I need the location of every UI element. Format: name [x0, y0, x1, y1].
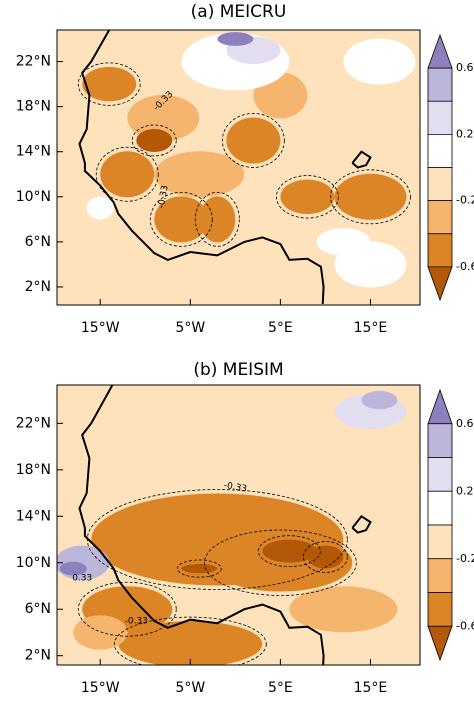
shade-patch — [217, 32, 254, 46]
coastline — [78, 30, 325, 304]
shade-patch — [82, 66, 137, 102]
contour — [95, 146, 159, 202]
shade-patch — [154, 151, 245, 198]
map-frame — [56, 384, 421, 666]
shade-patch — [100, 400, 371, 493]
contour-label: -0.33 — [157, 185, 171, 210]
colorbar-cell — [427, 133, 453, 168]
lake-chad — [351, 150, 372, 169]
colorbar-cell — [427, 200, 453, 235]
shade-patch — [226, 117, 281, 164]
contour — [303, 541, 348, 573]
shade-patch — [352, 481, 407, 551]
lat-label: 18°N — [16, 462, 51, 478]
contour — [194, 191, 240, 247]
colorbar-label: -0.2 — [456, 552, 474, 565]
colorbar-cell — [427, 167, 453, 202]
colorbar-cell — [427, 625, 453, 662]
lon-label: 5°E — [268, 680, 293, 696]
shade-patch — [334, 173, 407, 220]
panel-title: (a) MEICRU — [191, 2, 287, 22]
shade-patch — [262, 539, 317, 563]
lon-label: 15°E — [354, 320, 388, 336]
shade-patch — [289, 586, 398, 633]
contour — [131, 124, 177, 157]
contour — [149, 191, 213, 247]
colorbar-cell — [427, 592, 453, 627]
lon-label: 5°W — [175, 320, 205, 336]
map — [57, 385, 420, 665]
colorbar-cell — [427, 100, 453, 135]
map-frame — [56, 29, 421, 306]
contour — [176, 559, 222, 578]
lat-label: 2°N — [25, 279, 51, 295]
shade-patch — [343, 38, 416, 85]
lat-label: 22°N — [16, 415, 51, 431]
lon-label: 5°E — [268, 320, 293, 336]
shade-patch — [307, 545, 344, 569]
shade-patch — [100, 151, 155, 198]
lake-chad — [351, 514, 372, 534]
shade-patch — [73, 615, 128, 650]
shade-patch — [361, 390, 398, 410]
colorbar-label: -0.6 — [456, 619, 474, 632]
colorbar-cell — [427, 67, 453, 102]
colorbar-cell — [427, 388, 453, 425]
shade-patch — [280, 179, 335, 215]
lon-label: 15°W — [81, 320, 120, 336]
contour — [77, 581, 177, 637]
contour — [203, 529, 357, 596]
contour — [276, 175, 339, 219]
colorbar-cell — [427, 457, 453, 492]
lat-label: 14°N — [16, 508, 51, 524]
contour — [221, 113, 285, 168]
contour — [113, 616, 267, 665]
shade-patch — [118, 621, 263, 665]
colorbar-cell — [427, 33, 453, 69]
shade-patch — [136, 128, 173, 152]
contour-label: 0.33 — [72, 573, 92, 583]
lat-label: 10°N — [16, 555, 51, 571]
lat-label: 10°N — [16, 189, 51, 205]
contour — [77, 62, 141, 106]
contour — [330, 169, 411, 225]
shade-patch — [59, 561, 87, 576]
colorbar-label: 0.2 — [456, 484, 474, 497]
lat-label: 6°N — [25, 601, 51, 617]
lat-label: 2°N — [25, 648, 51, 664]
lat-label: 18°N — [16, 99, 51, 115]
shade-patch — [334, 241, 407, 288]
lat-label: 22°N — [16, 54, 51, 70]
colorbar-label: 0.6 — [456, 61, 474, 74]
shade-patch — [127, 94, 200, 141]
shade-patch — [262, 258, 317, 293]
lat-label: 14°N — [16, 144, 51, 160]
contour-label: -0.33 — [223, 481, 248, 495]
lat-label: 6°N — [25, 234, 51, 250]
contour-label: -0.33 — [125, 616, 148, 626]
colorbar-cell — [427, 266, 453, 302]
map — [57, 30, 420, 305]
lon-label: 5°W — [175, 680, 205, 696]
shade-patch — [199, 196, 236, 243]
coastline — [78, 385, 325, 665]
panel-title: (b) MEISIM — [193, 360, 283, 380]
lon-label: 15°W — [81, 680, 120, 696]
shade-patch — [154, 196, 209, 243]
colorbar-cell — [427, 490, 453, 526]
colorbar-label: 0.6 — [456, 417, 474, 430]
colorbar-cell — [427, 423, 453, 458]
colorbar-cell — [427, 233, 453, 268]
colorbar-label: -0.2 — [456, 194, 474, 207]
colorbar-label: 0.2 — [456, 127, 474, 140]
contour — [257, 535, 321, 568]
colorbar-cell — [427, 524, 453, 560]
shade-patch — [181, 563, 218, 574]
colorbar-cell — [427, 558, 453, 593]
colorbar-label: -0.6 — [456, 260, 474, 273]
shade-patch — [86, 196, 114, 220]
lon-label: 15°E — [354, 680, 388, 696]
